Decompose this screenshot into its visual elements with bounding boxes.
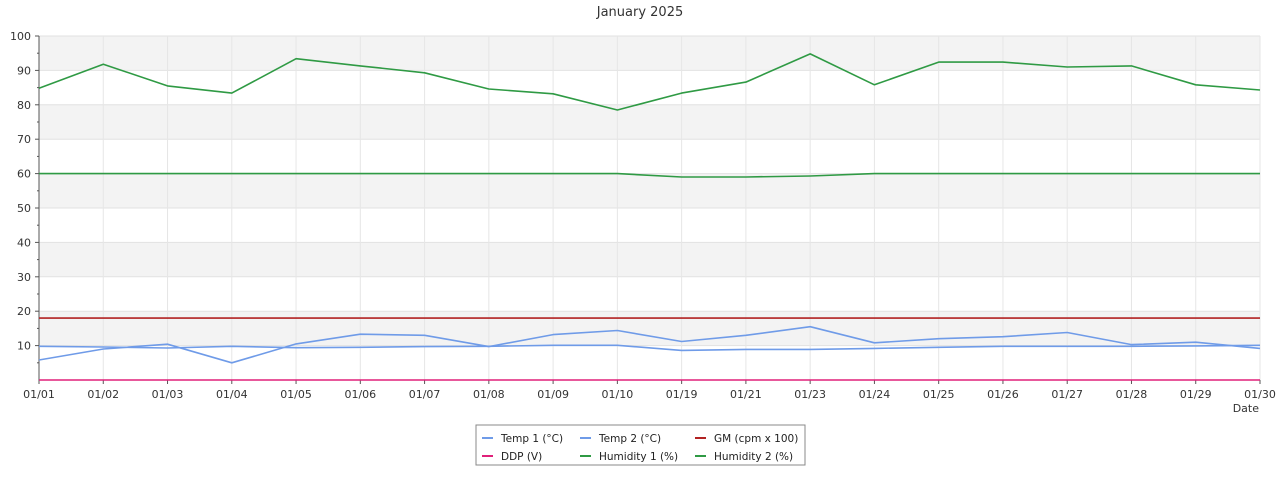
y-tick-label: 40	[17, 236, 31, 249]
legend: Temp 1 (°C) Temp 2 (°C) GM (cpm x 100) DDP …	[475, 424, 806, 466]
x-tick-label: 01/06	[344, 388, 376, 401]
x-tick-label: 01/10	[602, 388, 634, 401]
x-axis-label: Date	[1233, 402, 1260, 415]
y-tick-label: 100	[10, 30, 31, 43]
x-tick-label: 01/01	[23, 388, 55, 401]
legend-label: GM (cpm x 100)	[714, 433, 798, 445]
y-tick-label: 50	[17, 202, 31, 215]
grid-band	[39, 242, 1260, 277]
series-line	[38, 53, 1261, 111]
x-tick-label: 01/29	[1180, 388, 1212, 401]
series-line	[39, 172, 1260, 178]
x-tick-label: 01/21	[730, 388, 762, 401]
legend-label: DDP (V)	[501, 451, 542, 463]
x-tick-label: 01/23	[794, 388, 826, 401]
series-line	[38, 344, 1261, 352]
x-tick-label: 01/26	[987, 388, 1019, 401]
x-tick-label: 01/07	[409, 388, 441, 401]
chart-title: January 2025	[596, 5, 684, 20]
x-tick-label: 01/24	[859, 388, 891, 401]
x-tick-label: 01/19	[666, 388, 698, 401]
legend-box	[475, 424, 806, 466]
y-axis-ticks: 10 20 30 40 50 60 70 80 90 100	[10, 30, 39, 364]
grid-band	[39, 104, 1260, 140]
y-tick-label: 80	[17, 99, 31, 112]
grid-band	[39, 36, 1260, 71]
plot-background	[39, 36, 1260, 346]
x-tick-label: 01/03	[152, 388, 184, 401]
x-tick-label: 01/30	[1244, 388, 1276, 401]
legend-label: Humidity 2 (%)	[714, 451, 793, 463]
y-tick-label: 60	[17, 168, 31, 181]
y-tick-label: 10	[17, 340, 31, 353]
x-tick-label: 01/28	[1116, 388, 1148, 401]
series-line	[38, 325, 1261, 364]
x-tick-label: 01/02	[87, 388, 119, 401]
series-lines	[38, 53, 1261, 381]
y-tick-label: 20	[17, 305, 31, 318]
legend-label: Humidity 1 (%)	[599, 451, 678, 463]
grid-band	[39, 173, 1260, 208]
y-tick-label: 30	[17, 271, 31, 284]
legend-label: Temp 2 (°C)	[598, 433, 661, 445]
x-tick-label: 01/08	[473, 388, 505, 401]
y-tick-label: 90	[17, 64, 31, 77]
x-axis-ticks: 01/01 01/02 01/03 01/04 01/05 01/06 01/07 01/08…	[23, 380, 1276, 401]
y-tick-label: 70	[17, 133, 31, 146]
grid-band	[39, 311, 1260, 346]
x-tick-label: 01/09	[537, 388, 569, 401]
x-tick-label: 01/04	[216, 388, 248, 401]
legend-label: Temp 1 (°C)	[500, 433, 563, 445]
x-tick-label: 01/05	[280, 388, 312, 401]
x-tick-label: 01/25	[923, 388, 955, 401]
x-tick-label: 01/27	[1051, 388, 1083, 401]
